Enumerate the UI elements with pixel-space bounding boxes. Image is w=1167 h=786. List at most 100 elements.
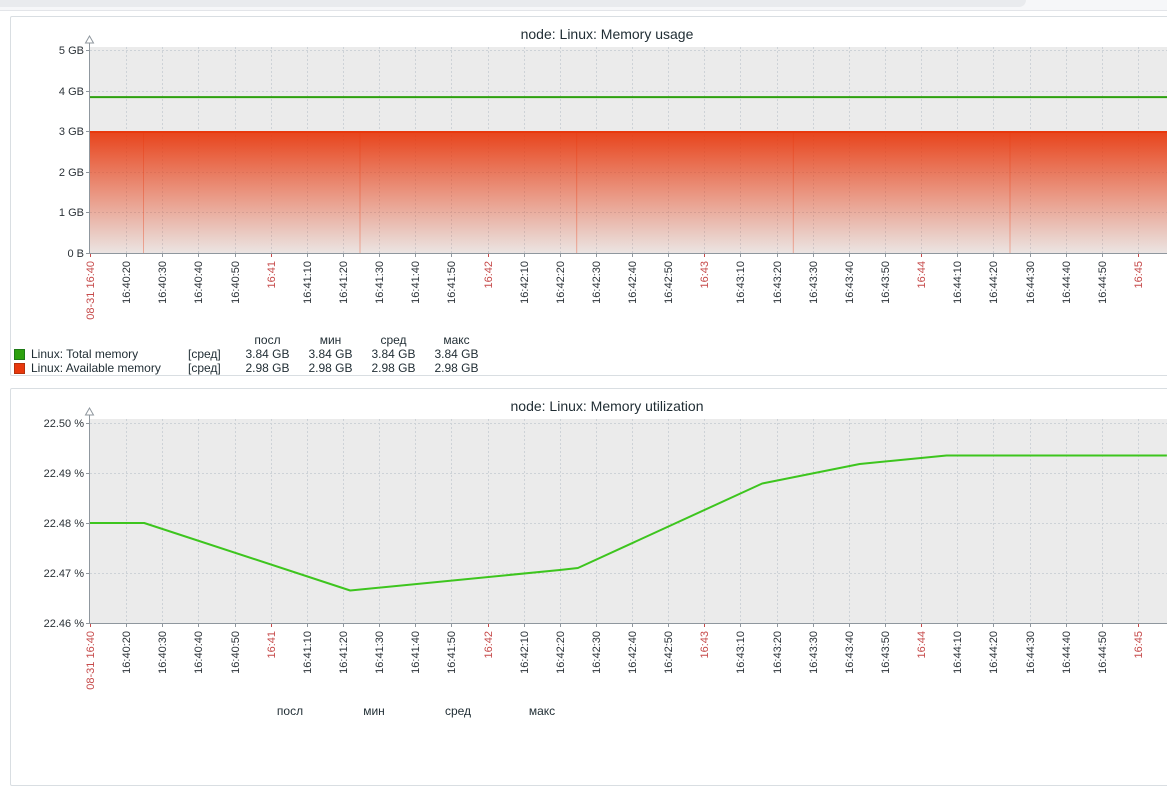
legend-row-available-memory: Linux: Available memory [сред] 2.98 GB 2… <box>14 361 488 375</box>
y-tick-label: 5 GB <box>59 45 84 57</box>
y-tick-label: 22.46 % <box>44 618 85 630</box>
available-memory-area <box>90 132 1167 253</box>
legend-col-max: макс <box>443 333 470 347</box>
x-tick-label: 16:44:20 <box>988 261 1000 304</box>
x-tick-label: 16:41:30 <box>374 631 386 674</box>
legend-header-row: посл мин сред макс <box>14 704 584 718</box>
x-tick-label: 16:42:50 <box>663 261 675 304</box>
memory-usage-legend: посл мин сред макс Linux: Total memory [… <box>14 333 488 375</box>
legend-col-last: посл <box>276 704 304 718</box>
x-tick-label: 16:42:20 <box>555 631 567 674</box>
y-tick-label: 1 GB <box>59 207 84 219</box>
legend-col-min: мин <box>363 704 385 718</box>
x-tick-label: 16:40:50 <box>230 261 242 304</box>
y-tick-label: 22.47 % <box>44 568 85 580</box>
x-tick-label: 16:41:40 <box>410 631 422 674</box>
x-tick-label: 16:44:20 <box>988 631 1000 674</box>
x-tick-label: 16:43:40 <box>844 261 856 304</box>
x-tick-label: 16:44:30 <box>1025 261 1037 304</box>
x-tick-label: 16:44:30 <box>1025 631 1037 674</box>
legend-col-last: посл <box>254 333 281 347</box>
x-tick-label: 16:43 <box>699 631 711 659</box>
x-tick-label: 16:41 <box>266 631 278 659</box>
x-tick-label: 16:42 <box>483 631 495 659</box>
x-tick-label: 16:43:30 <box>808 631 820 674</box>
legend-header-row: посл мин сред макс <box>14 333 488 347</box>
x-tick-label: 16:42:30 <box>591 261 603 304</box>
y-tick-label: 3 GB <box>59 126 84 138</box>
legend-header-spacer <box>14 706 25 717</box>
x-tick-label: 16:40:30 <box>157 631 169 674</box>
x-tick-label: 16:44 <box>916 261 928 289</box>
x-tick-label: 16:41:20 <box>338 631 350 674</box>
x-tick-label: 16:41:50 <box>446 261 458 304</box>
chart-title-memory-utilization: node: Linux: Memory utilization <box>510 398 704 414</box>
x-tick-label: 16:40:20 <box>121 631 133 674</box>
x-tick-label: 16:43:50 <box>880 631 892 674</box>
x-tick-label: 16:43:10 <box>735 261 747 304</box>
available-memory-swatch-icon <box>14 363 25 374</box>
total-memory-swatch-icon <box>14 349 25 360</box>
x-tick-label: 16:43 <box>699 261 711 289</box>
x-tick-label: 16:40:50 <box>230 631 242 674</box>
x-tick-label: 16:43:10 <box>735 631 747 674</box>
legend-col-avg: сред <box>380 333 407 347</box>
x-tick-label: 16:40:30 <box>157 261 169 304</box>
y-tick-label: 22.48 % <box>44 518 85 530</box>
x-tick-label: 16:40:40 <box>193 631 205 674</box>
x-tick-label: 16:44:40 <box>1061 261 1073 304</box>
memory-utilization-widget: node: Linux: Memory utilization 22.46 % 2… <box>10 388 1167 786</box>
y-tick-label: 0 B <box>67 248 84 260</box>
x-tick-label: 08-31 16:40 <box>85 261 97 320</box>
browser-tab-edge[interactable] <box>0 0 1026 7</box>
x-tick-label: 16:43:30 <box>808 261 820 304</box>
x-tick-label: 16:41 <box>266 261 278 289</box>
x-tick-label: 16:45 <box>1133 261 1145 289</box>
x-tick-label: 16:43:50 <box>880 261 892 304</box>
x-tick-label: 16:40:40 <box>193 261 205 304</box>
chart-title-memory-usage: node: Linux: Memory usage <box>520 26 694 42</box>
memory-utilization-graph[interactable]: 22.46 % 22.47 % 22.48 % 22.49 % 22.50 % 08-31… <box>11 389 1167 705</box>
x-tick-label: 16:41:50 <box>446 631 458 674</box>
x-tick-label: 16:42:40 <box>627 261 639 304</box>
x-tick-label: 16:44:10 <box>952 631 964 674</box>
memory-utilization-line <box>90 454 1167 592</box>
x-tick-label: 16:45 <box>1133 631 1145 659</box>
x-tick-label: 16:41:20 <box>338 261 350 304</box>
legend-col-min: мин <box>319 333 342 347</box>
x-tick-label: 16:43:20 <box>772 631 784 674</box>
legend-row-total-memory: Linux: Total memory [сред] 3.84 GB 3.84 … <box>14 347 488 361</box>
plot-area <box>90 419 1167 623</box>
x-tick-label: 16:44 <box>916 631 928 659</box>
y-tick-label: 4 GB <box>59 86 84 98</box>
x-tick-label: 16:42:20 <box>555 261 567 304</box>
x-tick-label: 16:41:30 <box>374 261 386 304</box>
legend-col-max: макс <box>528 704 556 718</box>
browser-chrome-strip <box>0 0 1167 11</box>
x-tick-label: 16:44:40 <box>1061 631 1073 674</box>
x-tick-label: 16:41:10 <box>302 261 314 304</box>
x-tick-label: 16:43:20 <box>772 261 784 304</box>
memory-usage-graph[interactable]: 0 B 1 GB 2 GB 3 GB 4 GB 5 GB 08-31 16:40 16:40:… <box>11 17 1167 331</box>
x-tick-label: 16:42:10 <box>519 261 531 304</box>
x-tick-label: 16:42:10 <box>519 631 531 674</box>
y-tick-label: 2 GB <box>59 167 84 179</box>
y-tick-label: 22.50 % <box>44 418 85 430</box>
x-tick-label: 08-31 16:40 <box>85 631 97 690</box>
x-tick-label: 16:44:10 <box>952 261 964 304</box>
x-tick-label: 16:41:40 <box>410 261 422 304</box>
memory-utilization-legend: посл мин сред макс <box>14 704 584 718</box>
x-tick-label: 16:42:40 <box>627 631 639 674</box>
x-tick-label: 16:44:50 <box>1097 261 1109 304</box>
x-tick-label: 16:41:10 <box>302 631 314 674</box>
x-tick-label: 16:44:50 <box>1097 631 1109 674</box>
grid <box>90 419 1167 623</box>
memory-usage-widget: node: Linux: Memory usage 0 B 1 GB 2 GB 3 G… <box>10 16 1167 376</box>
y-tick-label: 22.49 % <box>44 468 85 480</box>
y-axis-arrow-icon <box>84 34 95 44</box>
x-tick-label: 16:42:30 <box>591 631 603 674</box>
legend-col-avg: сред <box>444 704 472 718</box>
x-tick-label: 16:43:40 <box>844 631 856 674</box>
y-axis-arrow-icon <box>84 406 95 416</box>
x-tick-label: 16:42 <box>483 261 495 289</box>
